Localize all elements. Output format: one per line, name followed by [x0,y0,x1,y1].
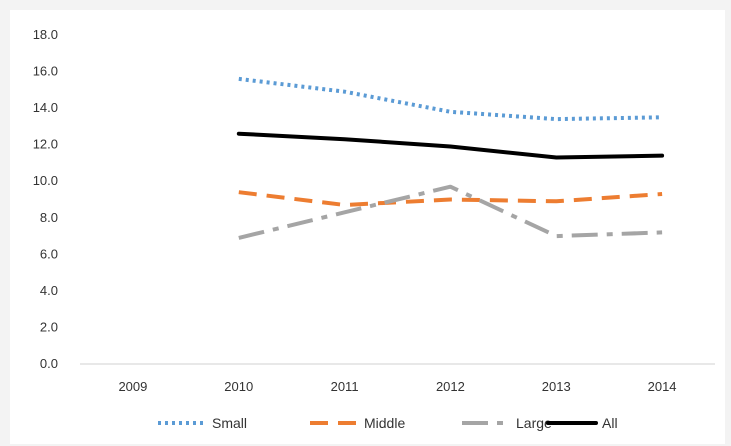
y-tick-label: 6.0 [40,246,58,261]
y-tick-label: 16.0 [33,64,58,79]
series-lines [236,76,665,240]
y-tick-label: 8.0 [40,210,58,225]
x-tick-label: 2012 [436,379,465,394]
y-tick-label: 0.0 [40,356,58,371]
y-tick-label: 4.0 [40,283,58,298]
series-line-all [236,131,665,160]
legend-label-large: Large [516,415,552,431]
legend-label-middle: Middle [364,415,405,431]
series-line-small [238,76,663,122]
x-tick-label: 2011 [331,379,359,394]
x-tick-label: 2010 [224,379,253,394]
y-tick-label: 2.0 [40,319,58,334]
legend-label-small: Small [212,415,247,431]
y-tick-label: 12.0 [33,137,58,152]
series-line-middle [238,190,663,207]
x-tick-labels: 2009 2010 2011 2012 2013 2014 [118,379,676,394]
chart-frame: 0.0 2.0 4.0 6.0 8.0 10.0 12.0 14.0 16.0 18.0 2009… [10,10,725,444]
x-tick-label: 2009 [118,379,147,394]
y-tick-label: 14.0 [33,100,58,115]
y-tick-label: 18.0 [33,27,58,42]
y-tick-label: 10.0 [33,173,58,188]
legend-label-all: All [602,415,618,431]
legend: Small Middle Large All [158,415,618,431]
x-tick-label: 2014 [648,379,677,394]
x-tick-label: 2013 [542,379,571,394]
series-line-large [238,184,663,240]
line-chart: 0.0 2.0 4.0 6.0 8.0 10.0 12.0 14.0 16.0 18.0 2009… [33,27,715,431]
y-tick-labels: 0.0 2.0 4.0 6.0 8.0 10.0 12.0 14.0 16.0 18.0 [33,27,58,371]
